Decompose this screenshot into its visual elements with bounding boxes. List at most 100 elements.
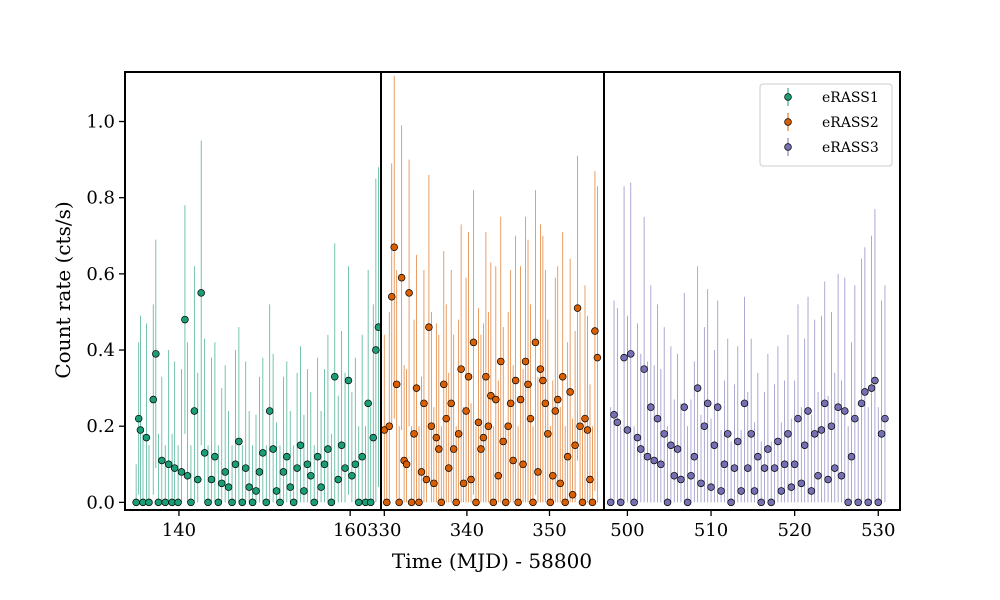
data-point	[489, 498, 498, 507]
data-point	[730, 464, 739, 472]
data-point	[341, 464, 349, 472]
y-tick-label: 0.6	[86, 264, 115, 285]
data-point	[296, 441, 305, 450]
legend-label: eRASS1	[822, 90, 879, 106]
data-point	[417, 468, 426, 476]
data-point	[276, 498, 284, 507]
data-point	[519, 460, 527, 469]
x-tick-label: 520	[777, 520, 811, 541]
x-tick-label: 350	[532, 520, 566, 541]
data-point	[623, 426, 632, 434]
data-point	[482, 372, 490, 381]
data-point	[583, 426, 592, 434]
data-point	[454, 430, 463, 438]
data-point	[492, 395, 500, 404]
data-point	[578, 498, 587, 507]
data-point	[369, 433, 378, 442]
data-point	[770, 464, 779, 472]
legend-marker	[784, 93, 792, 101]
legend-frame	[759, 83, 893, 167]
data-point	[392, 380, 401, 389]
data-point	[571, 441, 579, 450]
data-point	[610, 411, 618, 419]
data-point	[740, 399, 749, 408]
data-point	[834, 403, 842, 411]
data-point	[479, 433, 488, 442]
data-point	[238, 498, 247, 507]
data-point	[214, 498, 223, 507]
data-point	[586, 475, 594, 484]
data-point	[381, 426, 389, 434]
data-point	[764, 445, 772, 453]
series-eRASS1	[132, 140, 381, 507]
data-point	[442, 414, 450, 423]
data-point	[145, 498, 153, 507]
data-point	[847, 452, 856, 461]
data-point	[390, 243, 398, 251]
data-point	[561, 498, 569, 507]
data-point	[794, 414, 802, 423]
panel-eRASS2: 330 340 350	[367, 71, 605, 541]
data-point	[844, 498, 852, 507]
series-eRASS3	[606, 182, 889, 507]
data-point	[279, 468, 288, 476]
data-point	[521, 357, 530, 366]
data-point	[680, 403, 689, 411]
data-point	[194, 475, 202, 484]
data-point	[667, 441, 675, 450]
data-point	[683, 498, 692, 507]
data-point	[497, 357, 505, 366]
y-tick-label: 0.0	[86, 492, 115, 513]
data-point	[854, 498, 862, 507]
data-point	[504, 422, 512, 430]
data-point	[459, 479, 468, 488]
data-point	[187, 498, 195, 507]
data-point	[272, 487, 281, 495]
data-point	[660, 430, 668, 438]
data-point	[407, 498, 416, 507]
data-point	[248, 498, 257, 507]
data-point	[750, 487, 759, 495]
data-point	[310, 498, 318, 507]
data-point	[152, 350, 160, 358]
data-point	[344, 376, 353, 385]
x-tick-label: 500	[610, 520, 644, 541]
data-point	[787, 483, 796, 491]
data-point	[499, 437, 507, 446]
data-point	[867, 384, 876, 392]
x-tick-label: 510	[694, 520, 728, 541]
data-point	[697, 479, 705, 488]
data-point	[643, 452, 652, 461]
data-point	[784, 430, 792, 438]
data-point	[142, 433, 151, 442]
data-point	[640, 365, 648, 373]
data-point	[501, 498, 510, 507]
data-point	[337, 441, 346, 450]
data-point	[837, 471, 846, 480]
data-point	[790, 460, 799, 469]
data-point	[877, 430, 886, 438]
data-point	[132, 498, 140, 507]
data-point	[351, 460, 360, 469]
data-point	[170, 464, 179, 472]
data-point	[630, 498, 638, 507]
series-eRASS2	[381, 75, 602, 507]
legend-item-eRASS1: eRASS1	[784, 88, 879, 106]
data-point	[164, 460, 173, 469]
data-point	[633, 433, 642, 442]
data-point	[810, 430, 819, 438]
data-point	[591, 327, 599, 335]
data-point	[324, 445, 332, 453]
data-point	[231, 460, 240, 469]
data-point	[536, 365, 545, 373]
panel-frame	[603, 71, 901, 511]
data-point	[573, 304, 582, 312]
y-tick-label: 1.0	[86, 112, 115, 133]
data-point	[553, 395, 562, 404]
data-point	[303, 460, 312, 469]
data-point	[154, 498, 163, 507]
data-point	[754, 452, 762, 461]
data-point	[531, 338, 540, 347]
x-tick-label: 340	[450, 520, 484, 541]
data-point	[149, 395, 158, 404]
